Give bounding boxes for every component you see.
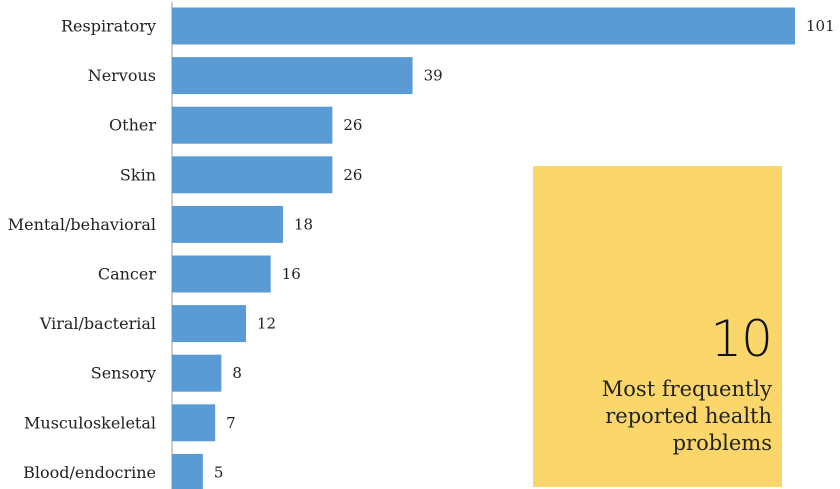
category-label: Nervous <box>88 66 156 85</box>
category-label: Skin <box>120 165 156 184</box>
category-label: Viral/bacterial <box>39 314 156 333</box>
callout-box: 10 Most frequently reported health probl… <box>533 166 782 487</box>
bar <box>172 404 215 441</box>
category-label: Sensory <box>91 364 156 383</box>
category-label: Musculoskeletal <box>24 413 156 432</box>
category-label: Cancer <box>98 265 157 284</box>
bar <box>172 57 413 94</box>
value-label: 8 <box>232 364 242 382</box>
bar <box>172 107 332 144</box>
bar <box>172 454 203 489</box>
category-label: Mental/behavioral <box>8 215 156 234</box>
bar <box>172 8 795 45</box>
callout-text: Most frequently reported health problems <box>582 376 772 457</box>
value-label: 12 <box>257 315 276 333</box>
category-label: Respiratory <box>61 17 156 36</box>
value-label: 101 <box>806 17 835 35</box>
value-label: 18 <box>294 215 313 233</box>
value-label: 5 <box>214 463 224 481</box>
bar <box>172 206 283 243</box>
value-label: 26 <box>343 116 362 134</box>
value-label: 26 <box>343 166 362 184</box>
bar <box>172 256 271 293</box>
bar <box>172 355 221 392</box>
value-label: 39 <box>424 67 443 85</box>
category-label: Other <box>109 116 156 135</box>
callout-number: 10 <box>710 314 772 364</box>
value-label: 16 <box>282 265 301 283</box>
bar <box>172 305 246 342</box>
value-label: 7 <box>226 414 236 432</box>
bar <box>172 156 332 193</box>
category-label: Blood/endocrine <box>23 463 156 482</box>
